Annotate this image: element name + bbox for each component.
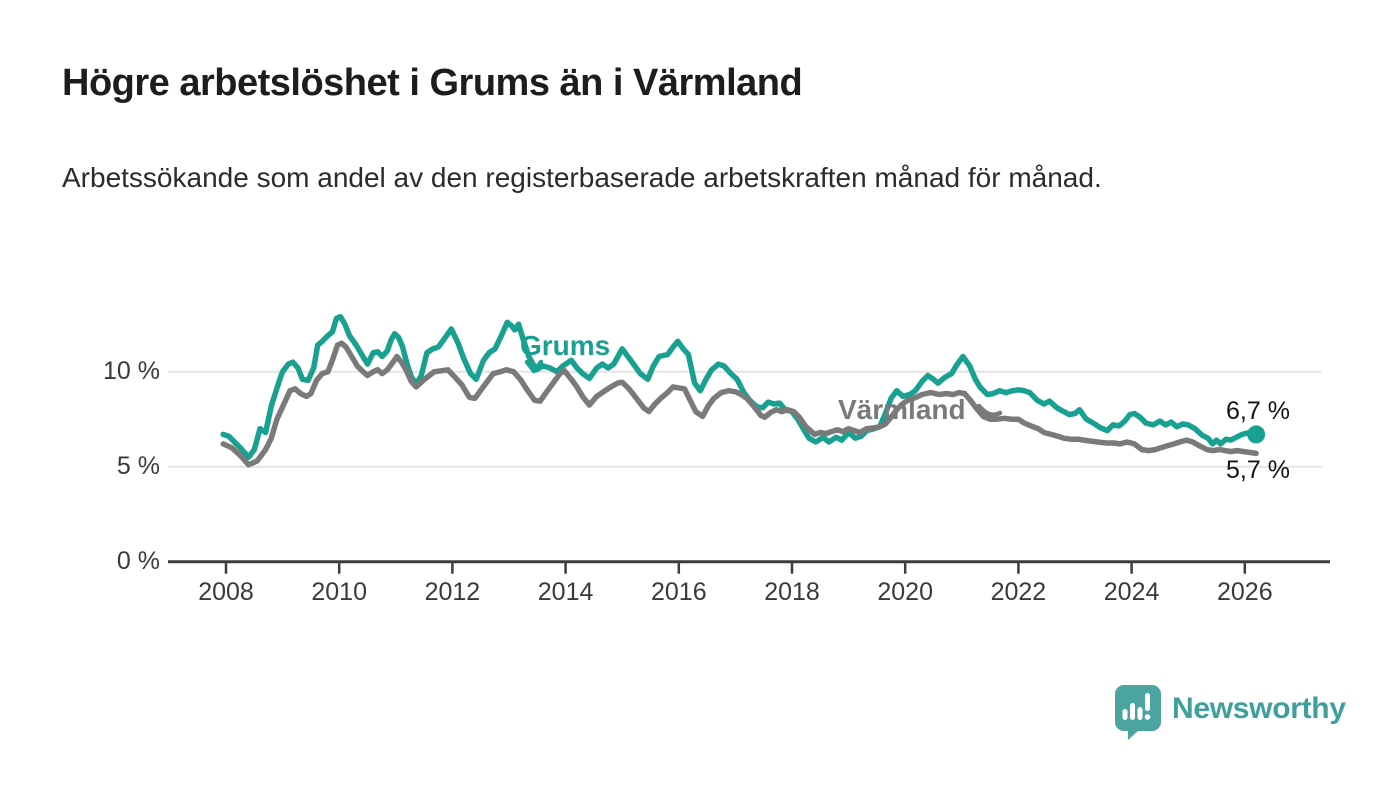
series-label-varmland: Värmland xyxy=(838,394,966,425)
chart-subtitle: Arbetssökande som andel av den registerb… xyxy=(62,162,1102,193)
brand-wordmark: Newsworthy xyxy=(1172,692,1346,725)
x-tick-label: 2014 xyxy=(537,578,594,606)
x-tick-label: 2026 xyxy=(1216,578,1273,606)
y-tick-label: 0 % xyxy=(116,546,160,575)
x-tick-label: 2018 xyxy=(764,578,820,606)
end-value-label-grums: 6,7 % xyxy=(1226,397,1290,425)
x-tick-label: 2024 xyxy=(1103,578,1160,606)
grums-label-pointer-icon xyxy=(524,359,544,374)
series-label-pointers xyxy=(524,359,1003,417)
x-tick-label: 2016 xyxy=(650,578,707,606)
x-tick-label: 2008 xyxy=(198,578,254,606)
newsworthy-brand: Newsworthy xyxy=(1114,684,1346,740)
varmland-label-pointer-icon xyxy=(976,403,1003,417)
grums-end-dot xyxy=(1247,425,1266,444)
end-value-label-varmland: 5,7 % xyxy=(1226,456,1290,484)
y-tick-label: 10 % xyxy=(103,356,160,385)
x-axis xyxy=(168,560,1330,574)
x-tick-label: 2010 xyxy=(311,578,367,606)
x-tick-label: 2012 xyxy=(424,578,481,606)
page-title: Högre arbetslöshet i Grums än i Värmland xyxy=(62,62,803,104)
newsworthy-logo-icon xyxy=(1115,685,1161,740)
series-label-grums: Grums xyxy=(520,330,611,361)
series-line-värmland xyxy=(220,340,1259,468)
series-line-grums xyxy=(220,313,1259,460)
x-tick-label: 2020 xyxy=(877,578,933,606)
x-tick-label: 2022 xyxy=(990,578,1047,606)
y-tick-label: 5 % xyxy=(116,451,160,480)
data-series-lines xyxy=(220,313,1266,468)
